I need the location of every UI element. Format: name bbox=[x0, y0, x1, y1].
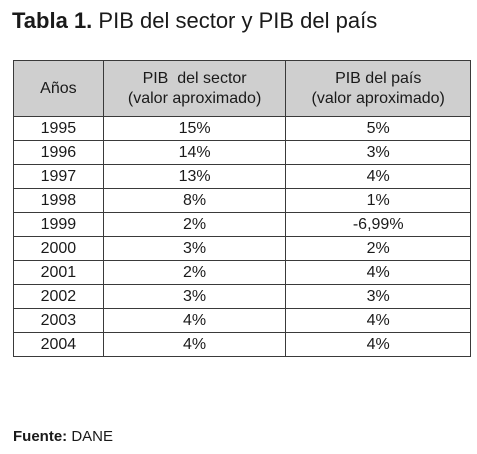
cell-sector-gdp: 2% bbox=[102, 260, 287, 285]
cell-sector-gdp: 2% bbox=[102, 212, 287, 237]
header-years: Años bbox=[13, 60, 104, 117]
cell-sector-gdp: 8% bbox=[102, 188, 287, 213]
header-country-gdp: PIB del país (valor aproximado) bbox=[285, 60, 471, 117]
header-sector-gdp: PIB del sector (valor aproximado) bbox=[102, 60, 287, 117]
table-row: 1997 13% 4% bbox=[13, 164, 471, 189]
source-value: DANE bbox=[71, 428, 114, 445]
table-row: 1999 2% -6,99% bbox=[13, 212, 471, 237]
cell-country-gdp: 3% bbox=[285, 284, 471, 309]
table-row: 2000 3% 2% bbox=[13, 236, 471, 261]
table-row: 2001 2% 4% bbox=[13, 260, 471, 285]
cell-sector-gdp: 3% bbox=[102, 284, 287, 309]
cell-country-gdp: 4% bbox=[285, 164, 471, 189]
cell-sector-gdp: 3% bbox=[102, 236, 287, 261]
source-note: Fuente: DANE bbox=[13, 428, 113, 445]
table-caption: PIB del sector y PIB del país bbox=[98, 8, 378, 33]
table-row: 2003 4% 4% bbox=[13, 308, 471, 333]
cell-sector-gdp: 13% bbox=[102, 164, 287, 189]
cell-country-gdp: 5% bbox=[285, 116, 471, 141]
cell-year: 1998 bbox=[13, 188, 104, 213]
cell-country-gdp: 1% bbox=[285, 188, 471, 213]
header-row: Años PIB del sector (valor aproximado) P… bbox=[13, 60, 471, 117]
source-label: Fuente: bbox=[13, 428, 68, 445]
header-years-label: Años bbox=[40, 79, 77, 97]
cell-year: 2001 bbox=[13, 260, 104, 285]
header-country-gdp-line2: (valor aproximado) bbox=[311, 89, 445, 107]
cell-sector-gdp: 4% bbox=[102, 308, 287, 333]
cell-country-gdp: 2% bbox=[285, 236, 471, 261]
table-title: Tabla 1. PIB del sector y PIB del país bbox=[12, 8, 377, 34]
gdp-table: Años PIB del sector (valor aproximado) P… bbox=[13, 60, 471, 357]
table-row: 1995 15% 5% bbox=[13, 116, 471, 141]
cell-year: 1996 bbox=[13, 140, 104, 165]
table-row: 1998 8% 1% bbox=[13, 188, 471, 213]
cell-country-gdp: -6,99% bbox=[285, 212, 471, 237]
cell-year: 2003 bbox=[13, 308, 104, 333]
cell-year: 2002 bbox=[13, 284, 104, 309]
table-row: 2002 3% 3% bbox=[13, 284, 471, 309]
header-country-gdp-line1: PIB del país bbox=[335, 69, 422, 87]
table-number: Tabla 1. bbox=[12, 8, 93, 33]
cell-country-gdp: 4% bbox=[285, 260, 471, 285]
cell-sector-gdp: 14% bbox=[102, 140, 287, 165]
cell-country-gdp: 4% bbox=[285, 332, 471, 357]
cell-year: 1997 bbox=[13, 164, 104, 189]
cell-sector-gdp: 4% bbox=[102, 332, 287, 357]
header-sector-gdp-line1: PIB del sector bbox=[142, 69, 247, 87]
header-sector-gdp-line2: (valor aproximado) bbox=[127, 89, 262, 107]
cell-year: 1995 bbox=[13, 116, 104, 141]
table-row: 2004 4% 4% bbox=[13, 332, 471, 357]
table-row: 1996 14% 3% bbox=[13, 140, 471, 165]
cell-year: 2004 bbox=[13, 332, 104, 357]
cell-country-gdp: 3% bbox=[285, 140, 471, 165]
cell-country-gdp: 4% bbox=[285, 308, 471, 333]
cell-year: 2000 bbox=[13, 236, 104, 261]
cell-year: 1999 bbox=[13, 212, 104, 237]
cell-sector-gdp: 15% bbox=[102, 116, 287, 141]
